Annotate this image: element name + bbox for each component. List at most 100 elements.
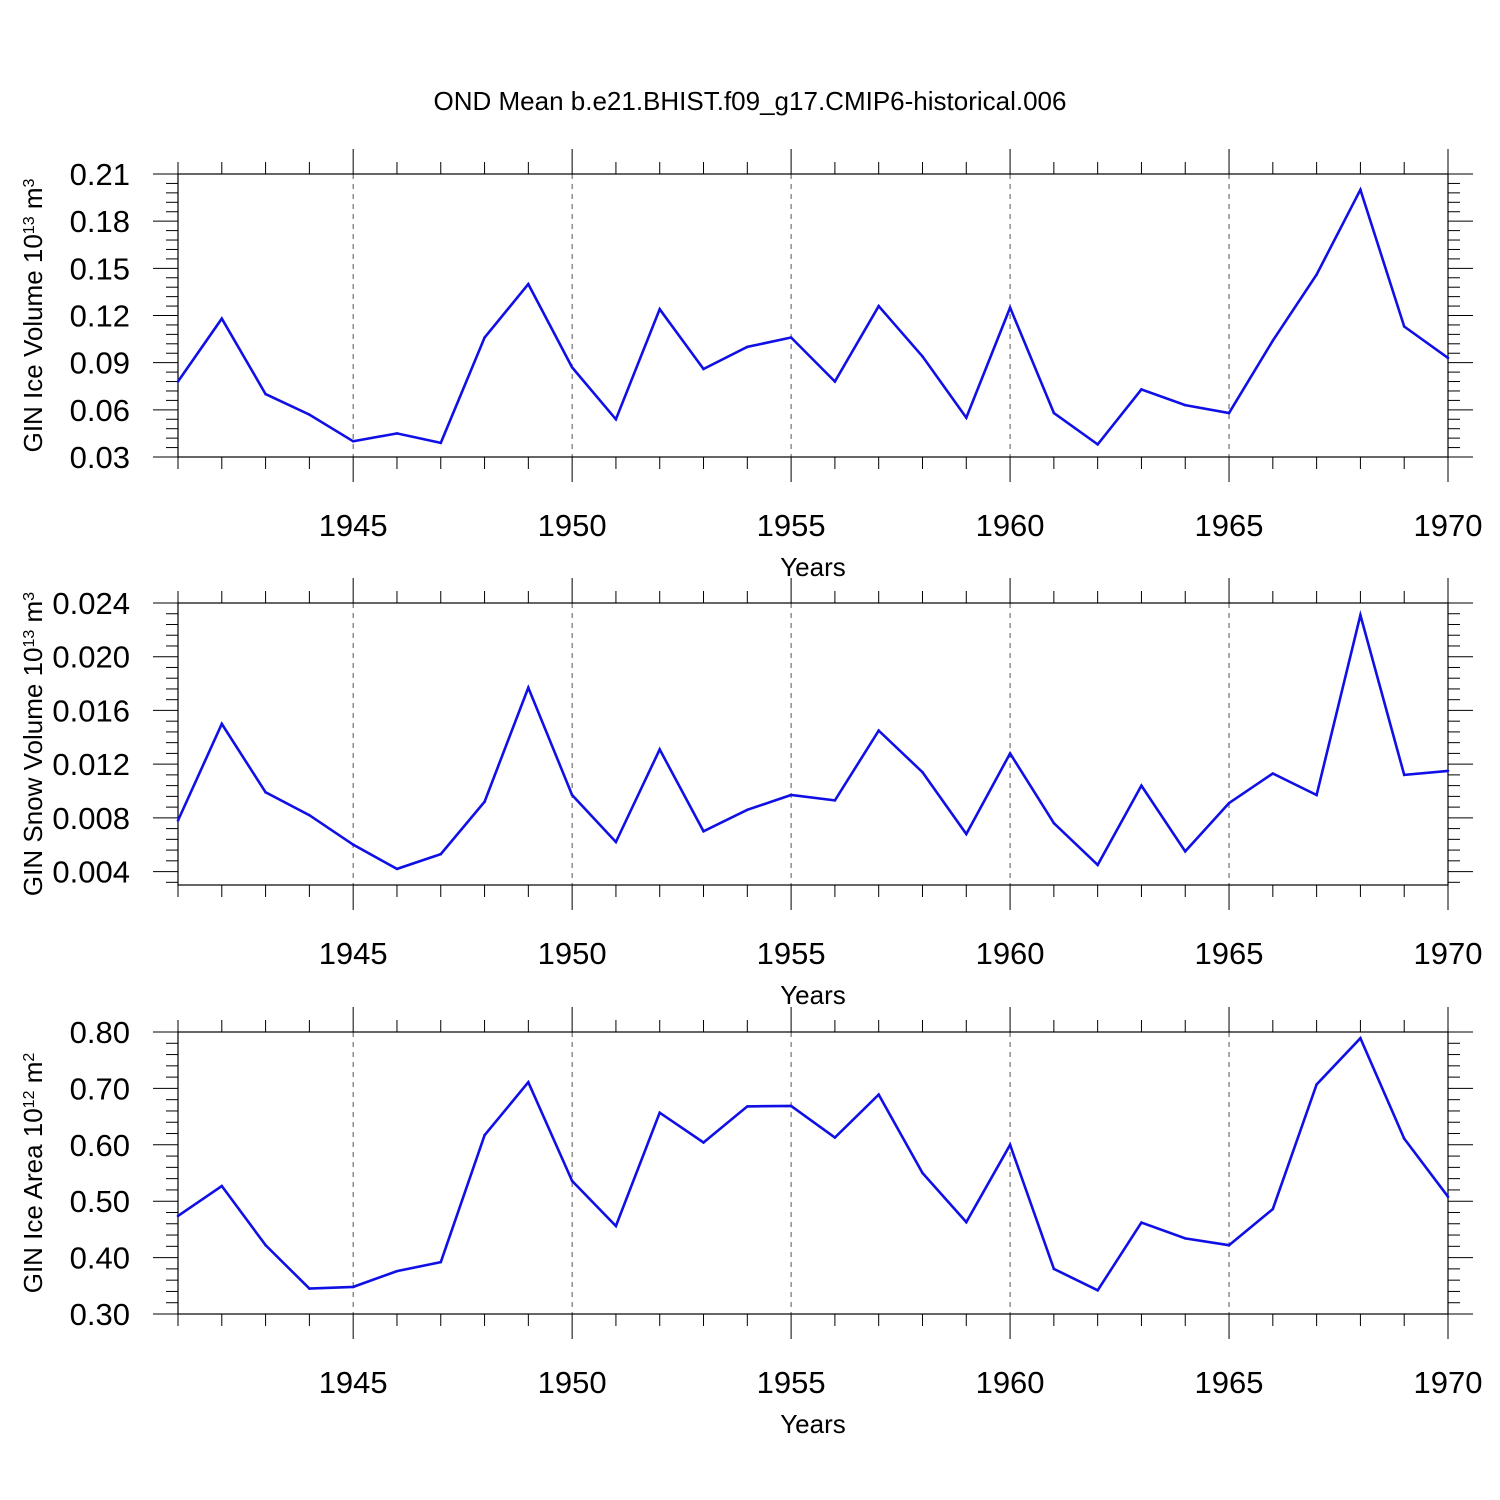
x-tick-label: 1945 (319, 1365, 388, 1400)
data-point (964, 1220, 968, 1224)
data-point (308, 813, 311, 817)
data-point (1183, 1237, 1187, 1240)
data-point (614, 840, 618, 844)
x-tick-label: 1955 (757, 508, 826, 543)
data-point (877, 304, 880, 308)
data-point (308, 1287, 311, 1290)
data-point (833, 380, 837, 383)
y-axis-label: GIN Ice Volume 1013 m3 (18, 178, 48, 452)
y-tick-label: 0.50 (70, 1184, 130, 1219)
x-axis-label: Years (780, 552, 846, 582)
data-point (176, 380, 180, 383)
y-tick-label: 0.020 (52, 640, 130, 675)
data-point (1008, 752, 1012, 755)
data-point (1183, 850, 1187, 853)
y-tick-label: 0.70 (70, 1071, 130, 1106)
data-point (1008, 306, 1012, 309)
data-point (1315, 1083, 1318, 1086)
data-point (1359, 613, 1362, 617)
data-point (1140, 784, 1143, 787)
plot-frame (177, 1031, 1449, 1315)
data-point (395, 867, 399, 871)
x-tick-label: 1960 (976, 1365, 1045, 1400)
x-tick-label: 1965 (1195, 936, 1264, 971)
y-axis-label-text: m (18, 1062, 48, 1091)
x-tick-label: 1965 (1195, 1365, 1264, 1400)
x-tick-label: 1970 (1414, 936, 1483, 971)
y-tick-label: 0.024 (52, 586, 130, 621)
x-tick-label: 1960 (976, 936, 1045, 971)
y-axis-label-superscript: 13 (21, 630, 38, 648)
data-point (439, 852, 443, 856)
y-axis-label-superscript: 3 (21, 592, 38, 601)
data-point (921, 1171, 924, 1175)
data-point (1140, 388, 1143, 391)
plot-frame (177, 602, 1449, 886)
data-point (1359, 188, 1362, 192)
x-axis-label: Years (780, 980, 846, 1010)
y-axis-label-text: GIN Snow Volume 10 (18, 648, 48, 897)
series-line (176, 609, 1449, 871)
y-tick-label: 0.016 (52, 693, 130, 728)
data-point (527, 282, 530, 286)
data-point (833, 1136, 837, 1139)
data-point (176, 1214, 180, 1218)
y-tick-label: 0.06 (70, 393, 130, 428)
y-axis-label-superscript: 3 (21, 178, 38, 187)
panel-3: 0.30 0.40 0.50 0.60 0.70 0.80 1945 1950 1955 1960… (18, 1007, 1482, 1439)
y-tick-label: 0.18 (70, 204, 130, 239)
data-point (1446, 356, 1450, 360)
data-point (220, 722, 224, 726)
y-tick-label: 0.008 (52, 801, 130, 836)
y-tick-label: 0.004 (52, 855, 130, 890)
panel-2: 0.004 0.008 0.012 0.016 0.020 0.024 1945 1950 19… (18, 578, 1482, 1010)
y-axis-label-text: m (18, 187, 48, 216)
data-point (395, 432, 399, 435)
data-point (1140, 1221, 1143, 1224)
x-tick-label: 1955 (757, 1365, 826, 1400)
y-tick-label: 0.30 (70, 1297, 130, 1332)
data-point (789, 336, 793, 339)
chart-title: OND Mean b.e21.BHIST.f09_g17.CMIP6-histo… (434, 86, 1067, 116)
data-point (658, 307, 662, 311)
data-point (921, 770, 924, 774)
series-line (177, 1035, 1450, 1292)
data-point (1096, 443, 1099, 446)
data-point (351, 439, 355, 443)
data-point (439, 1260, 443, 1264)
data-point (483, 800, 486, 804)
data-point (1183, 403, 1187, 407)
data-point (1402, 325, 1406, 328)
data-point (351, 843, 355, 847)
data-point (351, 1285, 355, 1289)
data-point (964, 832, 968, 836)
data-point (1446, 769, 1450, 773)
plot-frame (177, 173, 1449, 458)
data-point (877, 1093, 880, 1096)
data-point (264, 392, 267, 396)
data-point (1052, 821, 1056, 825)
data-point (1008, 1143, 1012, 1147)
data-point (746, 1105, 749, 1108)
data-point (1271, 339, 1275, 342)
y-axis-label-text: GIN Ice Volume 10 (18, 234, 48, 452)
y-tick-label: 0.012 (52, 747, 130, 782)
data-point (527, 686, 530, 689)
data-point (1446, 1195, 1450, 1198)
y-tick-label: 0.12 (70, 299, 130, 334)
panel-1: 0.03 0.06 0.09 0.12 0.15 0.18 0.21 1945 1950 1955… (18, 149, 1482, 582)
y-axis-label-text: GIN Ice Area 10 (18, 1108, 48, 1293)
data-point (527, 1080, 530, 1084)
data-point (658, 1111, 662, 1114)
y-axis-label: GIN Snow Volume 1013 m3 (18, 592, 48, 896)
data-point (176, 819, 180, 822)
x-tick-label: 1950 (538, 936, 607, 971)
data-point (702, 1141, 705, 1144)
y-tick-label: 0.60 (70, 1128, 130, 1163)
data-point (1052, 1267, 1056, 1271)
data-point (308, 413, 311, 416)
data-point (1096, 1289, 1099, 1292)
data-point (264, 1243, 267, 1247)
y-tick-label: 0.09 (70, 346, 130, 381)
data-point (789, 793, 793, 797)
